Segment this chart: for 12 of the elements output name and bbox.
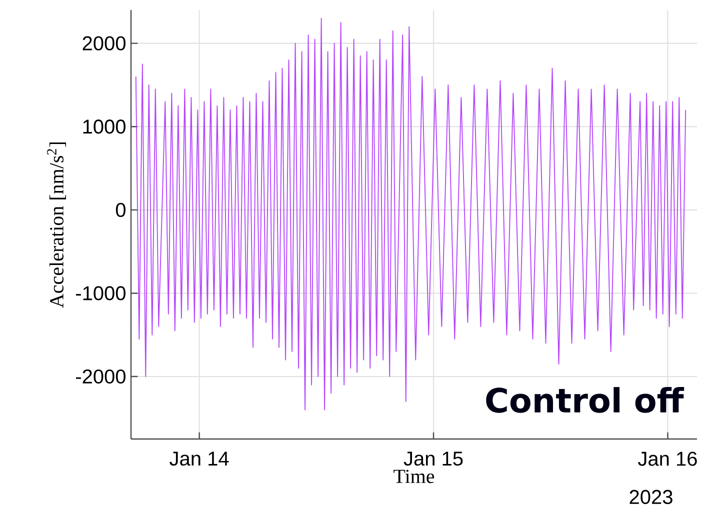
y-axis-title: Acceleration [nm/s$^{2}$] (47, 142, 66, 308)
text: 2023 (630, 490, 672, 504)
y-tick-label: 2000 (82, 36, 126, 50)
x-axis-title: Time (394, 470, 434, 484)
y-tick-label: 1000 (83, 120, 126, 134)
y-tick-label: -2000 (76, 369, 126, 384)
x-tick-label: Jan 14 (170, 452, 229, 466)
x-tick-label: Jan 16 (638, 452, 697, 466)
y-tick-label: -1000 (76, 286, 126, 300)
x-tick-label: Jan 15 (404, 452, 463, 466)
y-tick-label: 0 (116, 202, 126, 217)
annotation: Control off (486, 387, 684, 413)
